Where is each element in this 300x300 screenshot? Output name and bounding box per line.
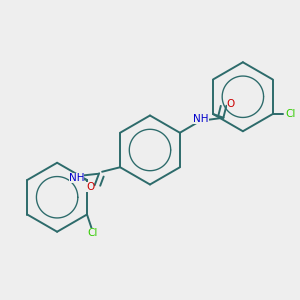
Text: O: O xyxy=(227,99,235,109)
Text: NH: NH xyxy=(193,114,208,124)
Text: NH: NH xyxy=(69,173,84,183)
Text: Cl: Cl xyxy=(88,228,98,238)
Text: O: O xyxy=(86,182,94,192)
Text: Cl: Cl xyxy=(285,109,295,119)
